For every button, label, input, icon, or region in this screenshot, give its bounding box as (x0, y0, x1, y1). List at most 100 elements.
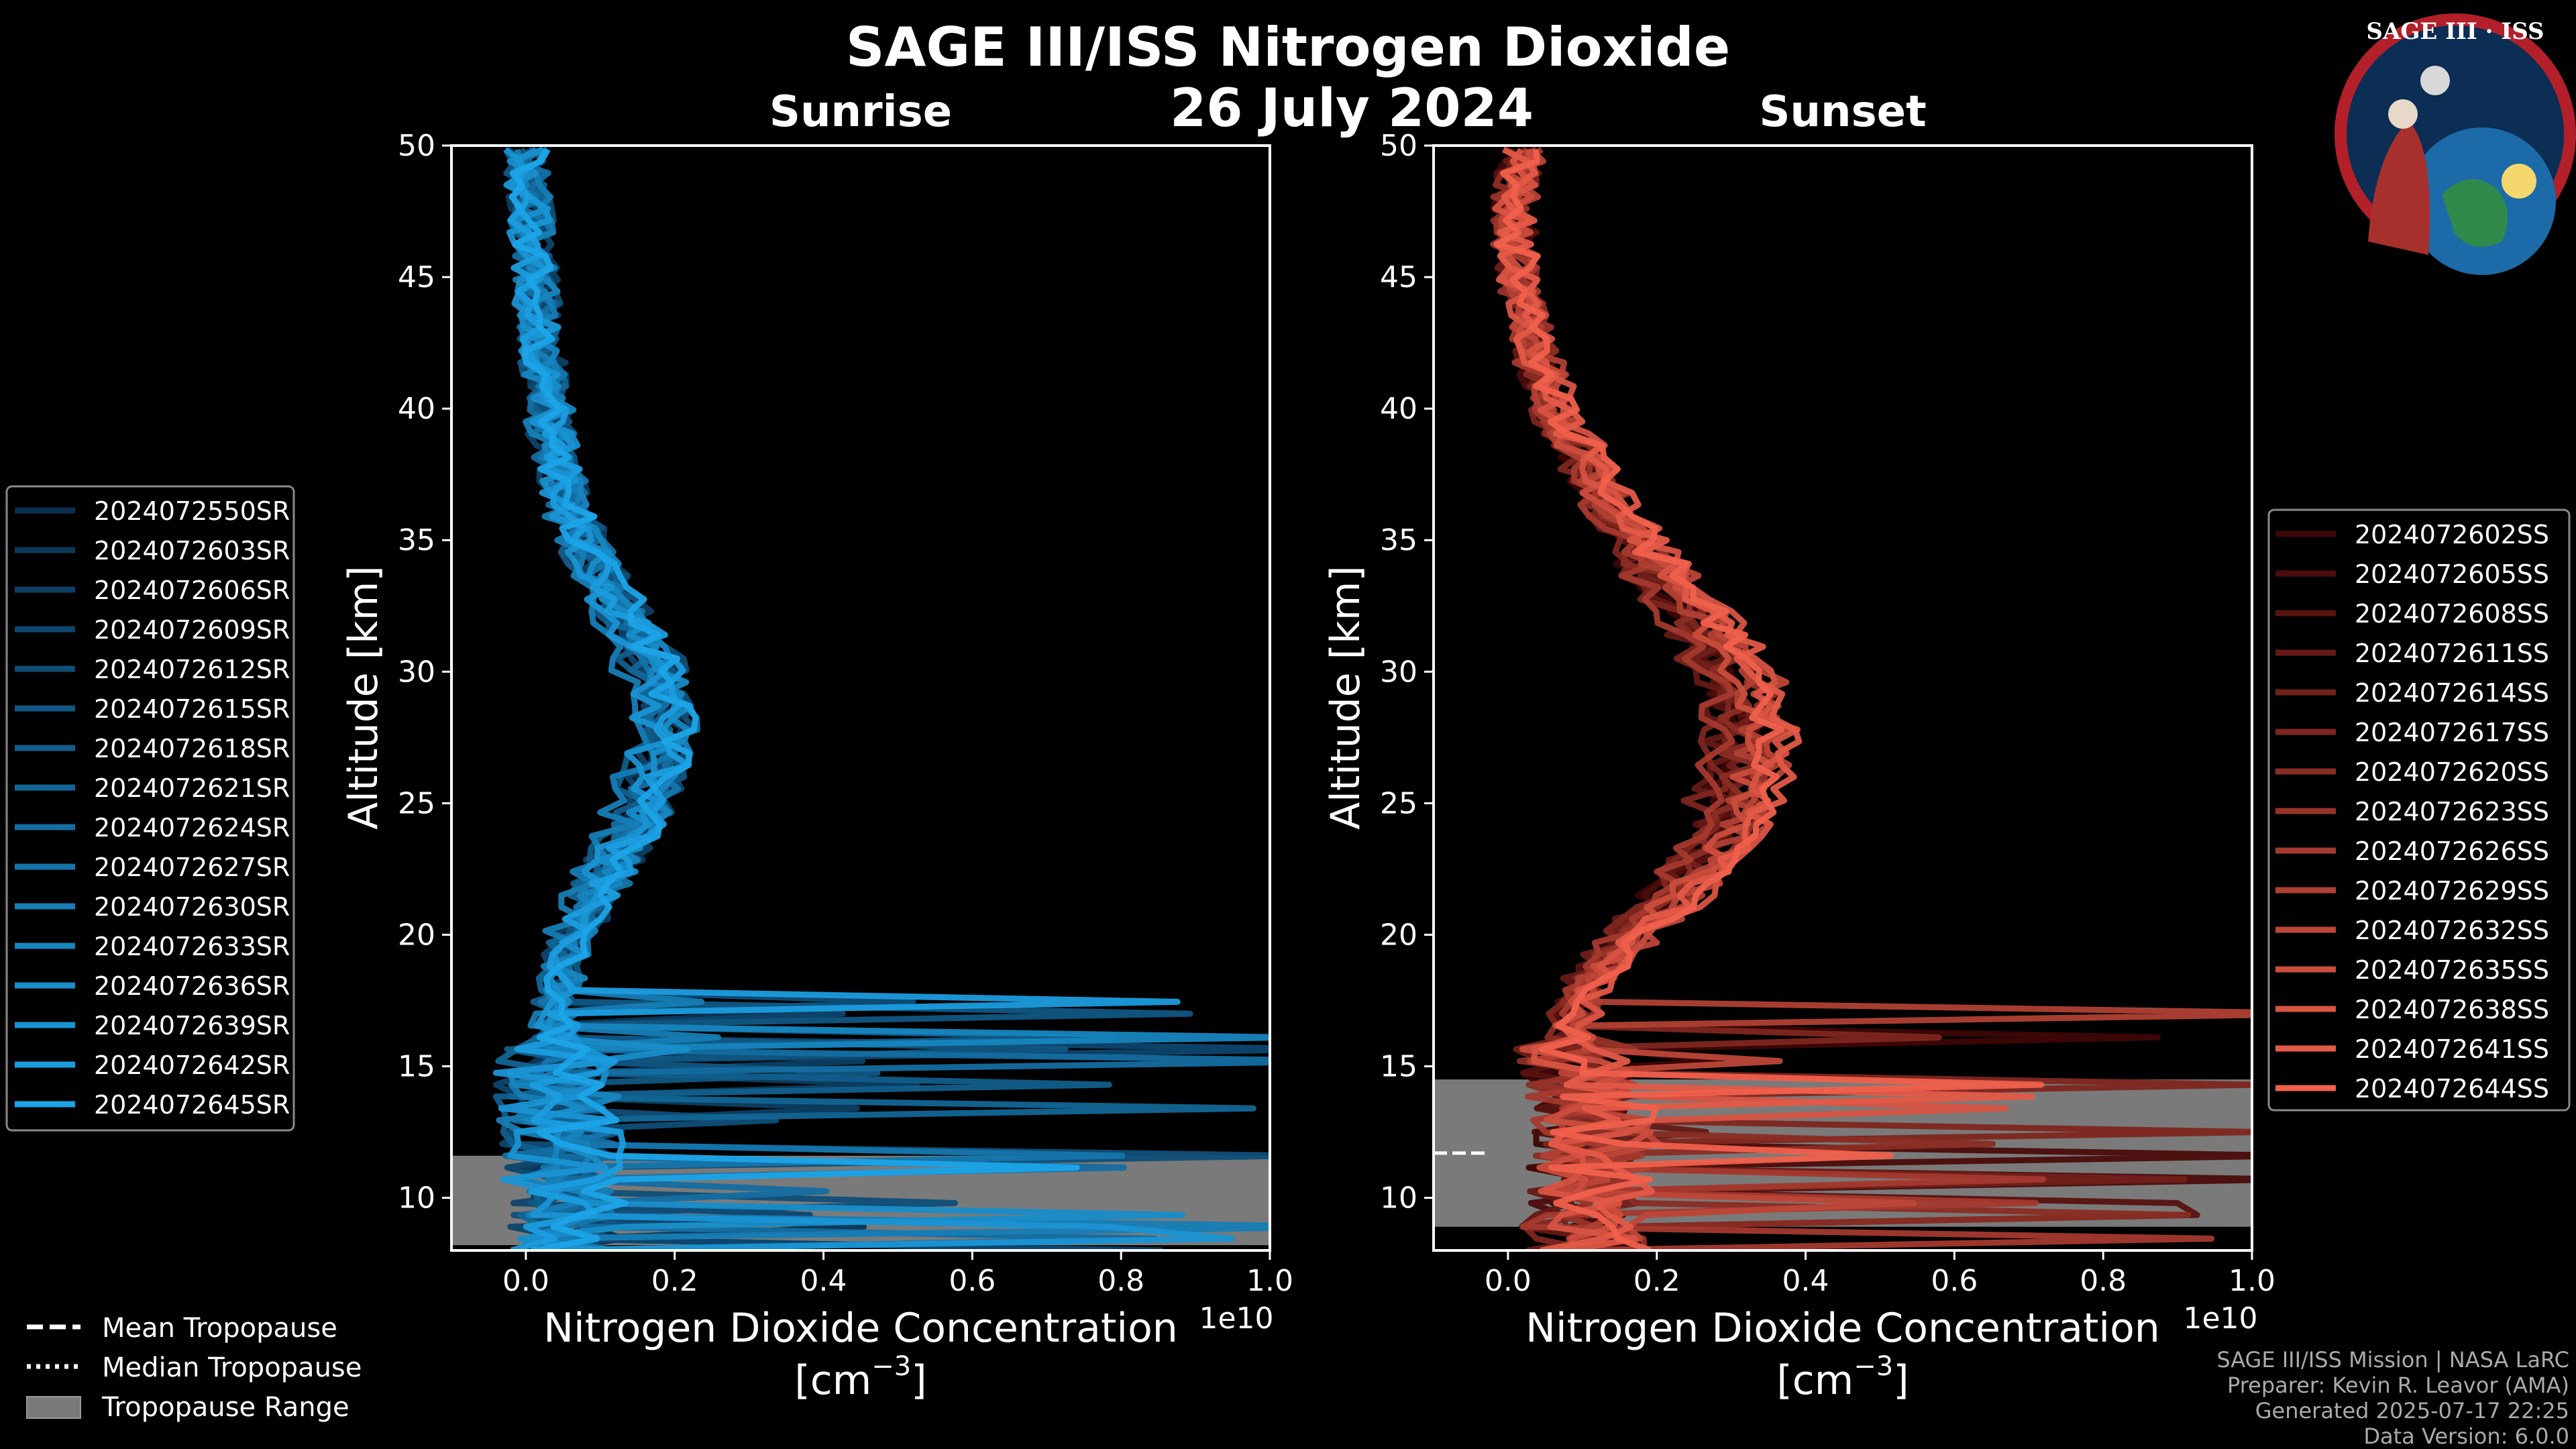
mean-tropopause-label: Mean Tropopause (102, 1313, 337, 1344)
logo-text: SAGE III · ISS (2366, 18, 2544, 45)
sunset-unit-base: [cm (1776, 1357, 1854, 1404)
x-tick-label: 0.8 (1097, 1264, 1144, 1298)
legend-entry-2024072633SR: 2024072633SR (94, 932, 290, 961)
y-tick-label: 40 (1380, 392, 1417, 426)
x-tick-label: 0.0 (1485, 1264, 1532, 1298)
legend-entry-2024072629SS: 2024072629SS (2355, 876, 2549, 906)
credit-line-1: SAGE III/ISS Mission | NASA LaRC (2216, 1347, 2569, 1373)
legend-entry-2024072645SR: 2024072645SR (94, 1090, 290, 1120)
logo-figure (2368, 121, 2430, 255)
y-tick-label: 20 (398, 918, 435, 952)
sunrise-plot-area (451, 146, 1270, 1250)
y-tick-label: 35 (1380, 523, 1417, 557)
legend-entry-2024072617SS: 2024072617SS (2355, 718, 2549, 747)
legend-entry-2024072612SR: 2024072612SR (94, 655, 290, 684)
sunset-axes-frame (1432, 144, 2253, 1252)
x-tick-label: 0.8 (2080, 1264, 2127, 1298)
y-tick-label: 45 (398, 260, 435, 294)
x-tick-label: 1.0 (1246, 1264, 1293, 1298)
sunset-x-axis-unit: [cm−3] (1776, 1351, 1909, 1404)
sunset-x-ticks: 0.0 0.2 0.4 0.6 0.8 1.0 (1485, 1250, 2275, 1298)
series-line-2024072644SS (1493, 149, 2045, 1250)
logo-moon (2420, 66, 2450, 95)
sunrise-panel: Sunrise 0.0 0.2 0.4 0.6 0.8 1.0 10 15 20 25 30 35 4… (340, 87, 1293, 1404)
sunrise-unit-base: [cm (794, 1357, 871, 1404)
x-tick-label: 0.4 (800, 1264, 847, 1298)
tropopause-legend: Mean Tropopause Median Tropopause Tropop… (26, 1313, 362, 1423)
x-tick-label: 0.4 (1782, 1264, 1829, 1298)
legend-entry-2024072638SS: 2024072638SS (2355, 995, 2549, 1024)
x-tick-label: 0.0 (502, 1264, 549, 1298)
credit-line-4: Data Version: 6.0.0 (2363, 1424, 2569, 1449)
tropopause-range-swatch (26, 1396, 81, 1419)
credit-line-3: Generated 2025-07-17 22:25 (2255, 1398, 2569, 1424)
sunset-panel: Sunset 0.0 0.2 0.4 0.6 0.8 1.0 10 15 20 25 30 35 40… (1322, 87, 2275, 1404)
y-tick-label: 20 (1380, 918, 1417, 952)
sunrise-x-scale-label: 1e10 (1199, 1301, 1273, 1336)
credit-line-2: Preparer: Kevin R. Leavor (AMA) (2227, 1373, 2569, 1398)
sunrise-x-ticks: 0.0 0.2 0.4 0.6 0.8 1.0 (502, 1250, 1293, 1298)
sunrise-axes-frame (450, 144, 1271, 1252)
legend-entry-2024072621SR: 2024072621SR (94, 773, 290, 803)
x-tick-label: 0.2 (651, 1264, 698, 1298)
legend-entry-2024072602SS: 2024072602SS (2355, 520, 2549, 549)
legend-entry-2024072608SS: 2024072608SS (2355, 599, 2549, 629)
sunset-x-axis-label: Nitrogen Dioxide Concentration (1525, 1305, 2160, 1352)
x-tick-label: 0.2 (1633, 1264, 1680, 1298)
legend-entry-2024072635SS: 2024072635SS (2355, 955, 2549, 985)
y-tick-label: 25 (398, 786, 435, 820)
y-tick-label: 30 (398, 655, 435, 689)
series-line-2024072641SS (1496, 146, 2035, 1250)
legend-entry-2024072611SS: 2024072611SS (2355, 639, 2549, 668)
y-tick-label: 15 (1380, 1050, 1417, 1084)
sunrise-y-axis-label: Altitude [km] (340, 566, 387, 830)
x-tick-label: 1.0 (2229, 1264, 2275, 1298)
sunrise-panel-title: Sunrise (769, 87, 952, 137)
sunset-plot-area (1434, 146, 2252, 1250)
x-tick-label: 0.6 (949, 1264, 996, 1298)
legend-entry-2024072606SR: 2024072606SR (94, 576, 290, 605)
legend-entry-2024072626SS: 2024072626SS (2355, 837, 2549, 866)
figure-date: 26 July 2024 (1170, 78, 1534, 139)
sunrise-x-axis-unit: [cm−3] (794, 1351, 926, 1404)
sunset-y-ticks: 10 15 20 25 30 35 40 45 50 (1380, 129, 1434, 1216)
credits: SAGE III/ISS Mission | NASA LaRC Prepare… (2216, 1347, 2569, 1449)
y-tick-label: 10 (398, 1181, 435, 1216)
legend-entry-2024072641SS: 2024072641SS (2355, 1034, 2549, 1064)
median-tropopause-label: Median Tropopause (102, 1352, 362, 1383)
y-tick-label: 25 (1380, 786, 1417, 820)
logo-figure-head (2388, 99, 2418, 129)
legend-entry-2024072639SR: 2024072639SR (94, 1011, 290, 1040)
y-tick-label: 40 (398, 392, 435, 426)
y-tick-label: 10 (1380, 1181, 1417, 1216)
logo-continent (2442, 179, 2508, 247)
plot-lines-0 (451, 146, 1270, 1250)
sunrise-legend-box (5, 485, 295, 1132)
logo-sun (2502, 164, 2536, 199)
legend-entry-2024072623SS: 2024072623SS (2355, 797, 2549, 826)
legend-entry-2024072605SS: 2024072605SS (2355, 559, 2549, 589)
series-line-2024072645SR (509, 148, 1080, 1250)
y-tick-label: 50 (1380, 129, 1417, 163)
legend-entry-2024072642SR: 2024072642SR (94, 1051, 290, 1080)
sunset-unit-exp: −3 (1854, 1351, 1893, 1382)
legend-entry-2024072632SS: 2024072632SS (2355, 916, 2549, 945)
legend-entry-2024072550SR: 2024072550SR (94, 496, 290, 526)
legend-entry-2024072627SR: 2024072627SR (94, 853, 290, 882)
legend-entry-2024072630SR: 2024072630SR (94, 892, 290, 922)
sage-iii-iss-logo: SAGE III · ISS (2334, 13, 2576, 275)
legend-entry-2024072636SR: 2024072636SR (94, 971, 290, 1001)
legend-entry-2024072618SR: 2024072618SR (94, 734, 290, 763)
legend-entry-2024072624SR: 2024072624SR (94, 813, 290, 843)
series-line-2024072609SR (492, 147, 1270, 1250)
y-tick-label: 30 (1380, 655, 1417, 689)
y-tick-label: 45 (1380, 260, 1417, 294)
sunset-y-axis-label: Altitude [km] (1322, 566, 1369, 830)
x-tick-label: 0.6 (1931, 1264, 1978, 1298)
plot-lines-1 (1434, 146, 2252, 1250)
sunset-legend: 2024072602SS 2024072605SS 2024072608SS 2024… (2267, 508, 2571, 1112)
legend-entry-2024072614SS: 2024072614SS (2355, 678, 2549, 708)
tropopause-range-label: Tropopause Range (101, 1392, 350, 1423)
sunset-panel-title: Sunset (1759, 87, 1926, 137)
